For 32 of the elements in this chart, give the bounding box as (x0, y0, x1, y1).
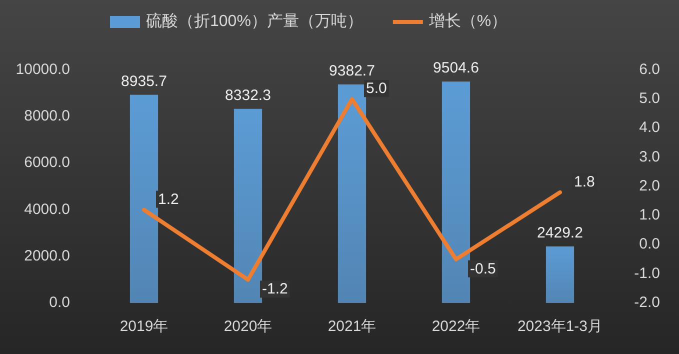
y2-tick-label: 3.0 (639, 148, 660, 166)
data-label: 1.2 (158, 190, 179, 208)
y2-tick-label: -2.0 (634, 294, 660, 311)
data-label: -0.5 (470, 260, 496, 278)
x-tick-label: 2021年 (328, 318, 376, 335)
data-label: 5.0 (366, 80, 387, 98)
y-tick-label: 10000.0 (16, 60, 70, 78)
y-tick-label: 8000.0 (24, 108, 70, 125)
y2-tick-label: 4.0 (639, 119, 660, 136)
y2-tick-label: 2.0 (639, 177, 660, 194)
legend-label: 增长（%） (428, 12, 508, 30)
y2-tick-label: 5.0 (639, 90, 660, 108)
data-label: -1.2 (262, 280, 288, 298)
x-tick-label: 2019年 (120, 318, 168, 335)
y-tick-label: 2000.0 (24, 247, 70, 264)
x-tick-label: 2020年 (224, 318, 272, 335)
data-label: 8332.3 (225, 86, 271, 104)
data-label: 1.8 (574, 173, 595, 190)
y-tick-label: 6000.0 (24, 154, 70, 172)
data-label: 8935.7 (121, 72, 167, 90)
y2-tick-label: -1.0 (634, 264, 660, 282)
data-label: 9382.7 (329, 62, 375, 80)
y-tick-label: 4000.0 (24, 200, 70, 218)
data-label: 2429.2 (537, 224, 583, 242)
legend-label: 硫酸（折100%）产量（万吨） (146, 12, 363, 30)
y-tick-label: 0.0 (49, 294, 70, 311)
y2-tick-label: 0.0 (639, 236, 660, 253)
data-label: 9504.6 (433, 60, 479, 77)
y2-tick-label: 6.0 (639, 60, 660, 78)
x-tick-label: 2023年1-3月 (517, 318, 603, 335)
y2-tick-label: 1.0 (639, 206, 660, 224)
x-tick-label: 2022年 (432, 318, 480, 335)
